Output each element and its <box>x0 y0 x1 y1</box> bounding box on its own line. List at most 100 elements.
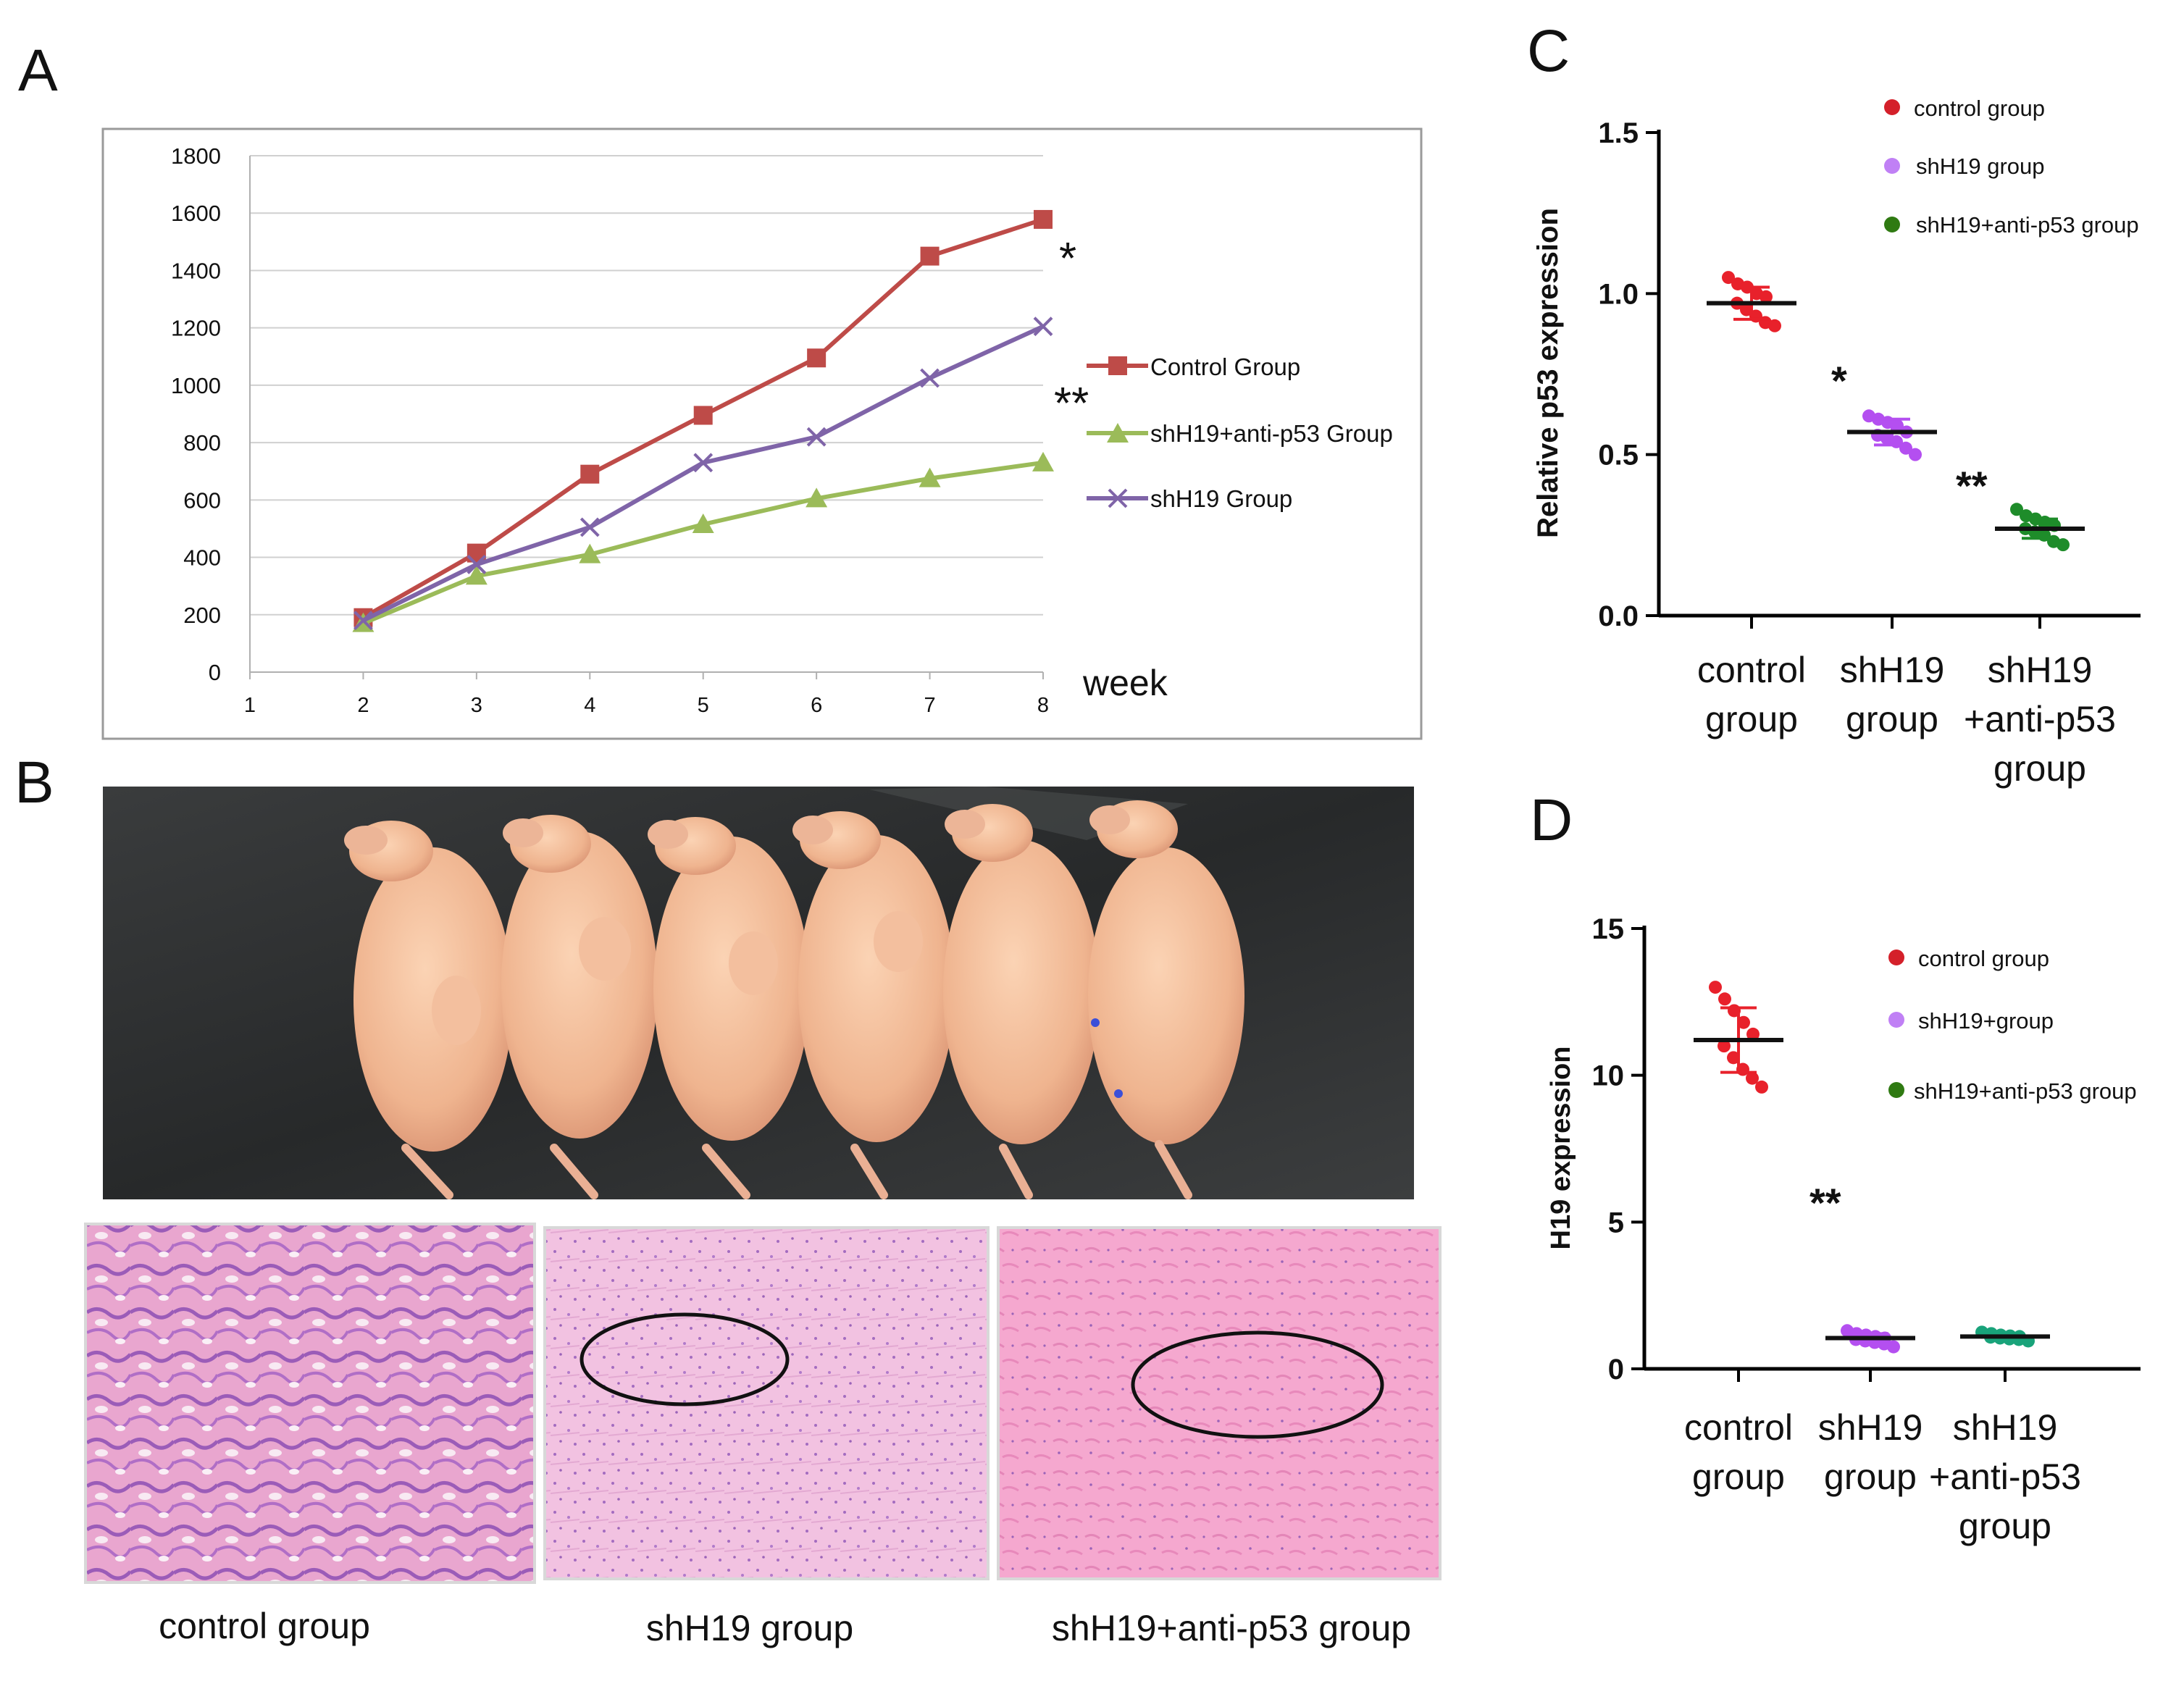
x-category-line: shH19 <box>1818 1407 1923 1448</box>
panel-a-point-control <box>920 246 940 266</box>
panel-a-point-shh19 <box>353 611 373 631</box>
panel-a-legend-anti-p53: shH19+anti-p53 Group <box>1150 420 1393 447</box>
panel-c-annotation-shh19: * <box>1831 358 1847 403</box>
x-category-line: control <box>1697 650 1806 690</box>
panel-a-y-tick: 200 <box>183 603 221 628</box>
data-point <box>1746 1071 1759 1085</box>
x-category-line: +anti-p53 <box>1929 1456 2081 1497</box>
data-point <box>1768 319 1781 332</box>
panel-label-b: B <box>14 750 54 816</box>
y-tick-label: 5 <box>1608 1207 1624 1238</box>
panel-a-y-tick-labels: 0 200 400 600 800 1000 1200 1400 1600 1800 <box>171 143 221 685</box>
panel-d-legend-control: control group <box>1918 946 2049 971</box>
data-point <box>1718 992 1731 1006</box>
y-tick-label: 1.0 <box>1598 278 1639 310</box>
x-category-label: shH19 group <box>1818 1407 1923 1497</box>
nude-mice-photo <box>103 787 1414 1199</box>
panel-a-legend: Control Group shH19+anti-p53 Group shH19… <box>1087 353 1393 512</box>
panel-c-legend: control group shH19 group shH19+anti-p53… <box>1884 96 2139 238</box>
panel-a-x-tick: 3 <box>471 694 482 717</box>
panel-a-point-control <box>580 464 600 484</box>
panel-a-legend-control: Control Group <box>1150 353 1300 380</box>
panel-a-point-shh19 <box>580 517 600 537</box>
panel-d-legend-anti-p53: shH19+anti-p53 group <box>1914 1078 2137 1104</box>
y-tick-label: 1.5 <box>1598 117 1639 149</box>
x-category-line: control <box>1684 1407 1793 1448</box>
panel-a-y-tick: 1800 <box>171 143 221 169</box>
panel-d-points <box>1694 981 2050 1354</box>
y-tick-label: 0.5 <box>1598 440 1639 471</box>
panel-c-legend-control: control group <box>1914 96 2045 121</box>
panel-a-x-tick: 4 <box>584 694 595 717</box>
panel-a-point-shh19 <box>920 368 940 388</box>
panel-a-line-chart: 0 200 400 600 800 1000 1200 1400 1600 1800 1 2 3 4 5 6… <box>101 127 1423 740</box>
panel-a-y-tick: 1400 <box>171 258 221 283</box>
panel-a-y-tick: 1600 <box>171 201 221 226</box>
panel-a-point-shh19 <box>466 555 487 574</box>
panel-c-points <box>1707 271 2085 552</box>
x-category-line: group <box>1705 699 1798 739</box>
panel-a-series <box>352 209 1054 632</box>
data-point <box>1727 1051 1740 1065</box>
x-category-label: shH19 +anti-p53 group <box>1964 650 2116 789</box>
histology-label-shh19: shH19 group <box>646 1608 853 1648</box>
data-point <box>1909 448 1922 461</box>
panel-a-y-tick: 400 <box>183 545 221 571</box>
data-point <box>1891 419 1904 432</box>
panel-label-a: A <box>18 38 58 104</box>
histology-anti-p53-circle <box>1131 1330 1384 1439</box>
panel-c-ylabel: Relative p53 expression <box>1532 208 1564 538</box>
panel-a-x-tick: 8 <box>1037 694 1049 717</box>
x-category-label: control group <box>1684 1407 1793 1497</box>
panel-a-annotation-anti-p53: ** <box>1054 379 1089 429</box>
x-category-line: group <box>1692 1456 1785 1497</box>
panel-d-annotation-shh19: ** <box>1809 1180 1841 1225</box>
panel-c-legend-anti-p53: shH19+anti-p53 group <box>1916 212 2139 238</box>
panel-a-frame <box>101 127 1423 740</box>
data-point <box>1887 1340 1900 1354</box>
panel-a-point-control <box>1034 209 1053 229</box>
panel-a-y-tick: 1200 <box>171 316 221 341</box>
panel-a-point-anti-p53 <box>579 543 601 563</box>
x-category-line: shH19 <box>1988 650 2093 690</box>
x-category-line: shH19 <box>1953 1407 2058 1448</box>
data-point <box>1746 1027 1760 1041</box>
panel-a-y-tick: 0 <box>209 660 221 685</box>
panel-label-c: C <box>1527 18 1570 84</box>
x-category-line: +anti-p53 <box>1964 699 2116 739</box>
data-point <box>1755 1080 1768 1094</box>
panel-a-x-tick: 7 <box>924 694 936 717</box>
y-tick-label: 0 <box>1608 1354 1624 1386</box>
x-category-line: group <box>1959 1506 2051 1546</box>
panel-c-legend-shh19: shH19 group <box>1916 154 2045 179</box>
data-point <box>1722 271 1735 285</box>
panel-a-annotation-control: * <box>1059 234 1076 284</box>
x-category-line: group <box>1993 748 2086 789</box>
panel-a-point-control <box>807 348 827 368</box>
panel-a-point-anti-p53 <box>806 487 828 508</box>
histology-control <box>84 1223 536 1584</box>
panel-a-point-anti-p53 <box>692 513 714 534</box>
panel-d-legend-shh19: shH19+group <box>1918 1008 2054 1034</box>
panel-a-y-tick: 1000 <box>171 373 221 398</box>
panel-a-legend-shh19: shH19 Group <box>1150 485 1292 512</box>
x-category-label: shH19 +anti-p53 group <box>1929 1407 2081 1546</box>
panel-a-point-anti-p53 <box>919 467 941 487</box>
panel-a-x-tick: 2 <box>357 694 369 717</box>
data-point <box>1709 981 1722 994</box>
data-point <box>1737 1015 1750 1029</box>
panel-a-x-tick: 1 <box>244 694 256 717</box>
data-point <box>1760 290 1773 303</box>
data-point <box>2057 538 2070 552</box>
histology-shh19-circle <box>580 1312 790 1407</box>
panel-a-y-tick: 800 <box>183 430 221 456</box>
panel-a-y-tick: 600 <box>183 487 221 513</box>
x-category-label: control group <box>1697 650 1806 739</box>
panel-a-point-shh19 <box>1033 317 1053 337</box>
panel-d-legend: control group shH19+group shH19+anti-p53… <box>1888 946 2137 1104</box>
